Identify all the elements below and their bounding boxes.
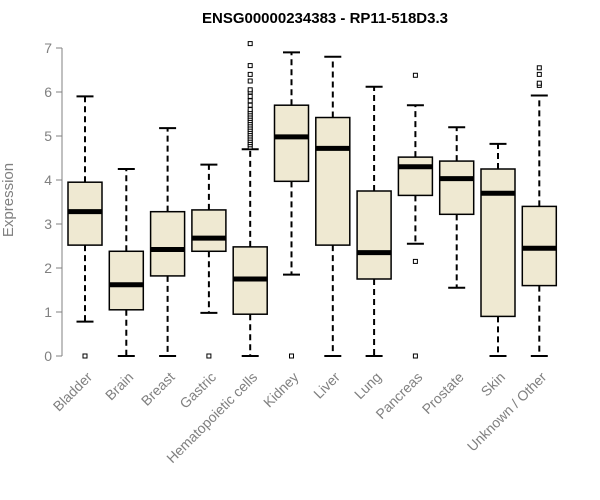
y-tick-label: 5: [44, 128, 52, 144]
x-tick-label: Lung: [351, 369, 384, 402]
box-6: [273, 51, 310, 359]
outlier-point: [412, 353, 418, 359]
chart-title: ENSG00000234383 - RP11-518D3.3: [202, 10, 448, 27]
outlier-point: [412, 72, 418, 78]
outlier-point: [247, 93, 253, 99]
outlier-point: [82, 353, 88, 359]
box-9: [397, 72, 434, 359]
outlier-point: [412, 258, 418, 264]
y-tick-label: 4: [44, 172, 52, 188]
y-tick-label: 7: [44, 40, 52, 56]
y-tick-label: 2: [44, 260, 52, 276]
box-rect: [149, 210, 186, 277]
box-10: [438, 126, 475, 289]
box-1: [67, 95, 103, 359]
box-rect: [108, 250, 145, 311]
outlier-point: [536, 71, 542, 77]
outlier-point: [247, 107, 253, 113]
box-rect: [191, 209, 227, 253]
box-4: [191, 163, 227, 359]
box-rect: [356, 190, 392, 280]
outlier-point: [247, 78, 253, 84]
outlier-point: [247, 41, 253, 47]
x-tick-label: Skin: [478, 369, 509, 400]
x-tick-label: Brain: [102, 369, 136, 403]
box-3: [149, 127, 186, 357]
y-tick-label: 6: [44, 84, 52, 100]
x-tick-label: Breast: [138, 369, 178, 409]
outlier-point: [247, 71, 253, 77]
box-2: [108, 168, 145, 357]
outlier-point: [536, 65, 542, 71]
outlier-point: [206, 353, 212, 359]
y-tick-label: 1: [44, 304, 52, 320]
x-tick-label: Liver: [310, 369, 343, 402]
boxes-group: [67, 41, 558, 359]
box-rect: [438, 160, 475, 216]
box-rect: [315, 116, 351, 246]
box-rect: [397, 156, 434, 197]
box-rect: [273, 104, 310, 183]
box-5: [232, 41, 268, 357]
box-12: [521, 65, 558, 357]
y-axis-label: Expression: [0, 163, 17, 237]
y-axis: 0 1 2 3 4 5 6 7: [44, 40, 63, 364]
box-11: [480, 142, 516, 357]
x-tick-label: Prostate: [419, 369, 467, 417]
x-tick-label: Bladder: [50, 369, 96, 415]
outlier-point: [289, 353, 294, 359]
box-7: [315, 55, 351, 357]
box-8: [356, 85, 392, 357]
y-tick-label: 3: [44, 216, 52, 232]
outlier-point: [247, 102, 253, 108]
outlier-point: [247, 98, 253, 104]
y-tick-label: 0: [44, 348, 52, 364]
outlier-point: [536, 80, 542, 86]
outlier-point: [247, 87, 253, 93]
outlier-point: [247, 63, 253, 69]
x-tick-label: Kidney: [260, 369, 302, 411]
